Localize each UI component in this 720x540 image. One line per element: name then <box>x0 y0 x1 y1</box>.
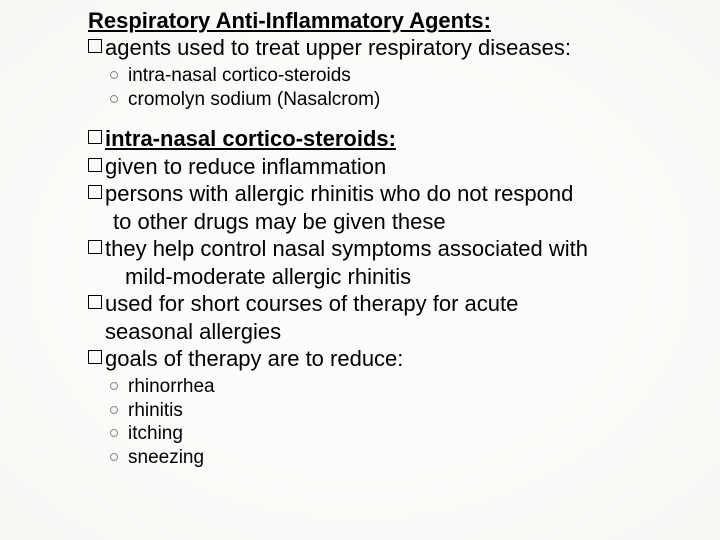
sub-list-goals: rhinorrhea rhinitis itching sneezing <box>110 375 706 470</box>
square-bullet-icon <box>88 185 102 199</box>
square-bullet-icon <box>88 350 102 364</box>
bullet-given: given to reduce inflammation <box>88 153 706 181</box>
circle-bullet-icon <box>110 453 118 461</box>
slide-title: Respiratory Anti-Inflammatory Agents: <box>88 8 706 34</box>
sub-text: sneezing <box>128 446 204 470</box>
bullet-text: goals of therapy are to reduce: <box>105 345 403 373</box>
line1: used for short courses of therapy for ac… <box>105 291 518 316</box>
circle-bullet-icon <box>110 406 118 414</box>
circle-bullet-icon <box>110 71 118 79</box>
bullet-agents: agents used to treat upper respiratory d… <box>88 34 706 62</box>
bullet-text: agents used to treat upper respiratory d… <box>105 34 571 62</box>
bullet-text: persons with allergic rhinitis who do no… <box>105 180 573 235</box>
bullet-persons: persons with allergic rhinitis who do no… <box>88 180 706 235</box>
square-bullet-icon <box>88 295 102 309</box>
list-item: rhinitis <box>110 399 706 423</box>
list-item: cromolyn sodium (Nasalcrom) <box>110 88 706 112</box>
line1: they help control nasal symptoms associa… <box>105 236 588 261</box>
spacer <box>88 115 706 125</box>
line2: seasonal allergies <box>105 318 518 346</box>
line2: to other drugs may be given these <box>105 208 573 236</box>
bullet-intranasal: intra-nasal cortico-steroids: <box>88 125 706 153</box>
bullet-text: intra-nasal cortico-steroids: <box>105 125 396 153</box>
list-item: sneezing <box>110 446 706 470</box>
square-bullet-icon <box>88 240 102 254</box>
circle-bullet-icon <box>110 382 118 390</box>
list-item: intra-nasal cortico-steroids <box>110 64 706 88</box>
bullet-text: they help control nasal symptoms associa… <box>105 235 588 290</box>
sub-text: intra-nasal cortico-steroids <box>128 64 351 88</box>
sub-text: cromolyn sodium (Nasalcrom) <box>128 88 380 112</box>
list-item: itching <box>110 422 706 446</box>
square-bullet-icon <box>88 158 102 172</box>
square-bullet-icon <box>88 39 102 53</box>
sub-text: rhinorrhea <box>128 375 215 399</box>
circle-bullet-icon <box>110 95 118 103</box>
line2: mild-moderate allergic rhinitis <box>105 263 588 291</box>
sub-text: rhinitis <box>128 399 183 423</box>
bullet-they: they help control nasal symptoms associa… <box>88 235 706 290</box>
bullet-text: given to reduce inflammation <box>105 153 386 181</box>
square-bullet-icon <box>88 130 102 144</box>
bullet-goals: goals of therapy are to reduce: <box>88 345 706 373</box>
circle-bullet-icon <box>110 429 118 437</box>
list-item: rhinorrhea <box>110 375 706 399</box>
bullet-used: used for short courses of therapy for ac… <box>88 290 706 345</box>
line1: persons with allergic rhinitis who do no… <box>105 181 573 206</box>
sub-list-1: intra-nasal cortico-steroids cromolyn so… <box>110 64 706 112</box>
sub-text: itching <box>128 422 183 446</box>
bullet-text: used for short courses of therapy for ac… <box>105 290 518 345</box>
slide-body: Respiratory Anti-Inflammatory Agents: ag… <box>0 0 720 482</box>
